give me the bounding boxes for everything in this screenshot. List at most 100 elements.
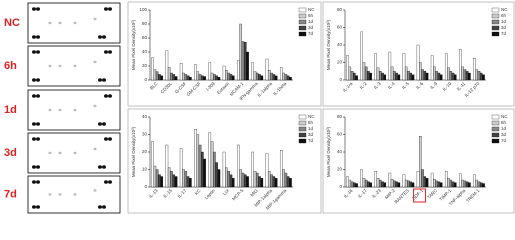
bar <box>393 71 396 81</box>
x-tick-label: IL-11 <box>456 81 467 92</box>
legend-label: 7d <box>308 138 314 143</box>
bar <box>416 44 420 81</box>
y-tick-label: 60 <box>337 132 343 137</box>
y-axis-label: Mean Pixel Density(x10³) <box>131 19 136 70</box>
bar <box>346 176 349 188</box>
bar <box>346 55 349 81</box>
panel-label: NC <box>4 17 20 29</box>
blot-spot <box>102 122 106 126</box>
x-tick-label: I-309 <box>205 81 216 92</box>
bar <box>272 176 276 188</box>
bar <box>395 181 398 188</box>
bar <box>210 72 214 81</box>
blot-spot <box>58 151 62 155</box>
bar <box>274 75 278 81</box>
bar <box>407 180 410 188</box>
blot-spot <box>36 137 40 141</box>
blot-spot <box>36 165 40 169</box>
bar <box>378 179 382 188</box>
panel-label: 3d <box>4 147 17 159</box>
blot-spot <box>32 180 36 184</box>
blot-spot <box>32 94 36 98</box>
bar <box>217 77 221 81</box>
bar <box>184 74 188 81</box>
legend-label: 1d <box>501 19 507 24</box>
y-tick-label: 0 <box>144 77 147 82</box>
bar <box>160 75 164 81</box>
x-tick-label: IL-17 <box>177 188 188 199</box>
x-tick-label: IL-9 <box>429 81 438 90</box>
bar <box>153 165 157 188</box>
bar <box>463 69 467 81</box>
bar <box>477 181 481 188</box>
bar <box>461 66 464 81</box>
blot-spot <box>36 205 40 209</box>
highlight-box <box>413 188 427 203</box>
bar <box>439 74 443 81</box>
bar <box>407 71 410 81</box>
chart-panel <box>127 1 322 107</box>
bar <box>468 182 471 188</box>
y-tick-label: 60 <box>337 25 343 30</box>
bar <box>395 72 398 81</box>
blot-spot <box>32 122 36 126</box>
bar <box>353 72 356 81</box>
blot-spot <box>102 35 106 39</box>
y-axis-label: Mean Pixel Density(x10³) <box>326 126 331 177</box>
bar <box>203 158 206 188</box>
bar <box>198 74 202 81</box>
bar <box>270 174 273 188</box>
blot-spot <box>58 21 62 25</box>
blot-spot <box>102 78 106 82</box>
bar <box>217 169 221 188</box>
bar <box>390 66 394 81</box>
y-tick-label: 30 <box>142 132 148 137</box>
bar <box>369 72 372 81</box>
x-tick-label: IL-5 <box>401 81 410 90</box>
bar <box>447 178 450 188</box>
bar <box>444 171 448 188</box>
bar <box>402 53 406 81</box>
x-tick-label: KC <box>194 187 202 195</box>
legend-label: 1d <box>308 126 314 131</box>
bar <box>376 67 380 81</box>
legend-swatch <box>491 126 500 132</box>
blot-spot <box>48 108 52 112</box>
bar <box>270 72 273 81</box>
bar <box>353 182 356 188</box>
bar <box>437 72 441 81</box>
bar <box>465 71 469 81</box>
blot-spot <box>58 108 62 112</box>
bar <box>409 181 412 188</box>
blot-spot <box>73 21 77 25</box>
bar <box>423 176 427 188</box>
bar <box>284 172 288 188</box>
bar <box>155 169 159 188</box>
legend-label: 7d <box>501 138 507 143</box>
bar <box>411 74 415 81</box>
y-axis-label: Mean Pixel Density(x10³) <box>326 19 331 70</box>
panel-label: 1d <box>4 104 17 116</box>
blot-spot <box>48 193 52 196</box>
bar <box>468 72 471 81</box>
bar <box>362 62 366 81</box>
legend-label: NC <box>308 7 315 12</box>
bar <box>189 77 192 81</box>
bar <box>194 64 197 81</box>
bar <box>227 171 230 188</box>
bar <box>255 172 259 188</box>
bar <box>453 74 457 81</box>
legend-label: 7d <box>501 31 507 36</box>
legend-label: 3d <box>308 25 314 30</box>
bar <box>482 183 485 188</box>
bar <box>158 74 161 81</box>
bar <box>272 74 276 81</box>
bar <box>360 169 363 188</box>
bar <box>388 172 392 188</box>
bar <box>381 72 384 81</box>
bar <box>246 176 249 188</box>
blot-spot <box>98 165 102 169</box>
legend-label: NC <box>308 114 315 119</box>
bar <box>416 171 420 188</box>
y-tick-label: 20 <box>142 63 148 68</box>
